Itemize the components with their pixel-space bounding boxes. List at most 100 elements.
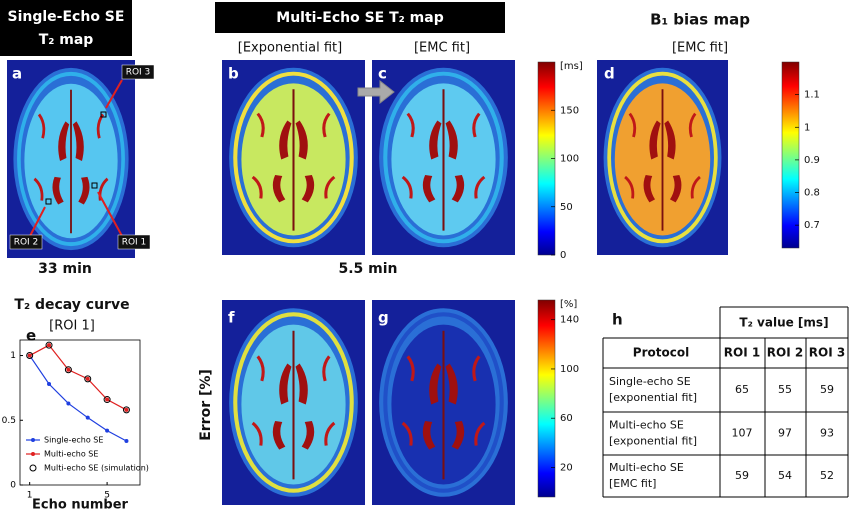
table-cell: 107 [732,427,753,440]
image [372,300,515,505]
image [597,60,728,255]
time: 33 min [38,261,92,277]
marker [103,396,111,404]
panel-letter: c [378,65,387,83]
table-header: ROI 2 [767,346,803,360]
x-axis-label: Echo number [32,498,128,513]
roi-box [91,182,98,189]
colorbar-tick-label: 1.1 [804,90,820,101]
fit-label: [EMC fit] [672,41,728,56]
colorbar-tick-label: 50 [560,202,573,213]
colorbar-tick-label: 0 [560,250,566,261]
roi-arrow [29,79,123,237]
image [372,60,515,255]
marker [26,352,34,360]
header-box [215,2,505,33]
table-header: Protocol [633,346,689,360]
table-rule [602,307,849,497]
roi-label-box [121,64,155,80]
chart-subtitle: [ROI 1] [49,319,95,334]
y-tick-label: 0 [10,481,16,491]
roi-label: ROI 1 [122,238,147,248]
table-cell: [exponential fit] [609,435,697,448]
panel-letter: h [612,311,623,329]
marker [84,375,92,383]
header-box [0,0,132,56]
fit-label: [Exponential fit] [238,41,342,56]
legend-label: Multi-echo SE (simulation) [44,464,149,473]
colorbar-tick-label: 0.7 [804,220,820,231]
colorbar-tick-label: 100 [560,154,579,165]
legend-label: Single-echo SE [44,436,103,445]
legend-marker [29,464,37,472]
table-cell: [exponential fit] [609,391,697,404]
table [602,306,849,498]
header: B₁ bias map [650,11,750,29]
x-tick-label: 5 [104,491,110,501]
legend-label: Multi-echo SE [44,450,98,459]
table-cell: 52 [820,469,834,482]
panel-letter: b [228,65,239,83]
marker [85,415,90,420]
roi-label: ROI 3 [126,68,151,78]
y-tick-label: 1 [10,351,16,361]
table-header: ROI 3 [809,346,845,360]
marker [124,438,129,443]
series-line [29,344,127,411]
y-tick-label: 0.5 [2,416,16,426]
colorbar-tick-label: 100 [560,364,579,375]
colorbar-tick-label: 0.9 [804,155,820,166]
table-cell: 59 [820,383,834,396]
marker [66,401,71,406]
marker [47,382,52,387]
colorbar-tick-label: 150 [560,105,579,116]
table-cell: 65 [735,383,749,396]
colorbar-tick-label: 0.8 [804,188,820,199]
panel-letter: e [26,327,36,345]
chart-title: T₂ decay curve [14,297,129,313]
marker [64,366,72,374]
marker [105,397,110,402]
roi-box [45,198,52,205]
colorbar-tick-label: 140 [560,315,579,326]
table-cell: 54 [778,469,792,482]
table-cell: 93 [820,427,834,440]
table-body: Single-echo SE [exponential fit] 65 55 59 Mul… [609,375,834,490]
table-cell: Multi-echo SE [609,461,684,474]
error-label: Error [%] [198,369,214,441]
colorbar-unit: [%] [560,299,577,310]
table-header: ROI 1 [724,346,760,360]
time: 5.5 min [338,261,397,277]
panel-letter: a [12,65,22,83]
marker [47,343,52,348]
table-cell: 55 [778,383,792,396]
x-tick-label: 1 [27,491,33,501]
marker [105,428,110,433]
image [222,60,365,255]
colorbar-tick-label: 20 [560,462,573,473]
header: Single-Echo SE [8,9,125,25]
marker [124,407,129,412]
series-line [29,355,127,442]
colorbar-unit: [ms] [560,61,583,72]
table-rule [603,306,848,498]
roi-label: ROI 2 [14,238,39,248]
table-cell: Multi-echo SE [609,419,684,432]
plot-area [19,339,141,486]
marker [85,376,90,381]
marker [45,341,53,349]
table-cell: 59 [735,469,749,482]
table-cell: 97 [778,427,792,440]
roi-label-box [117,234,151,250]
panel-letter: f [228,309,235,327]
colorbar-tick-label: 1 [804,122,810,133]
table-cell: [EMC fit] [609,477,656,490]
colorbar-tick-label: 60 [560,413,573,424]
arrow [357,79,395,105]
table-title: T₂ value [ms] [739,316,828,330]
header: T₂ map [39,32,94,48]
marker [66,367,71,372]
marker [122,406,130,414]
panel-letter: d [604,65,615,83]
